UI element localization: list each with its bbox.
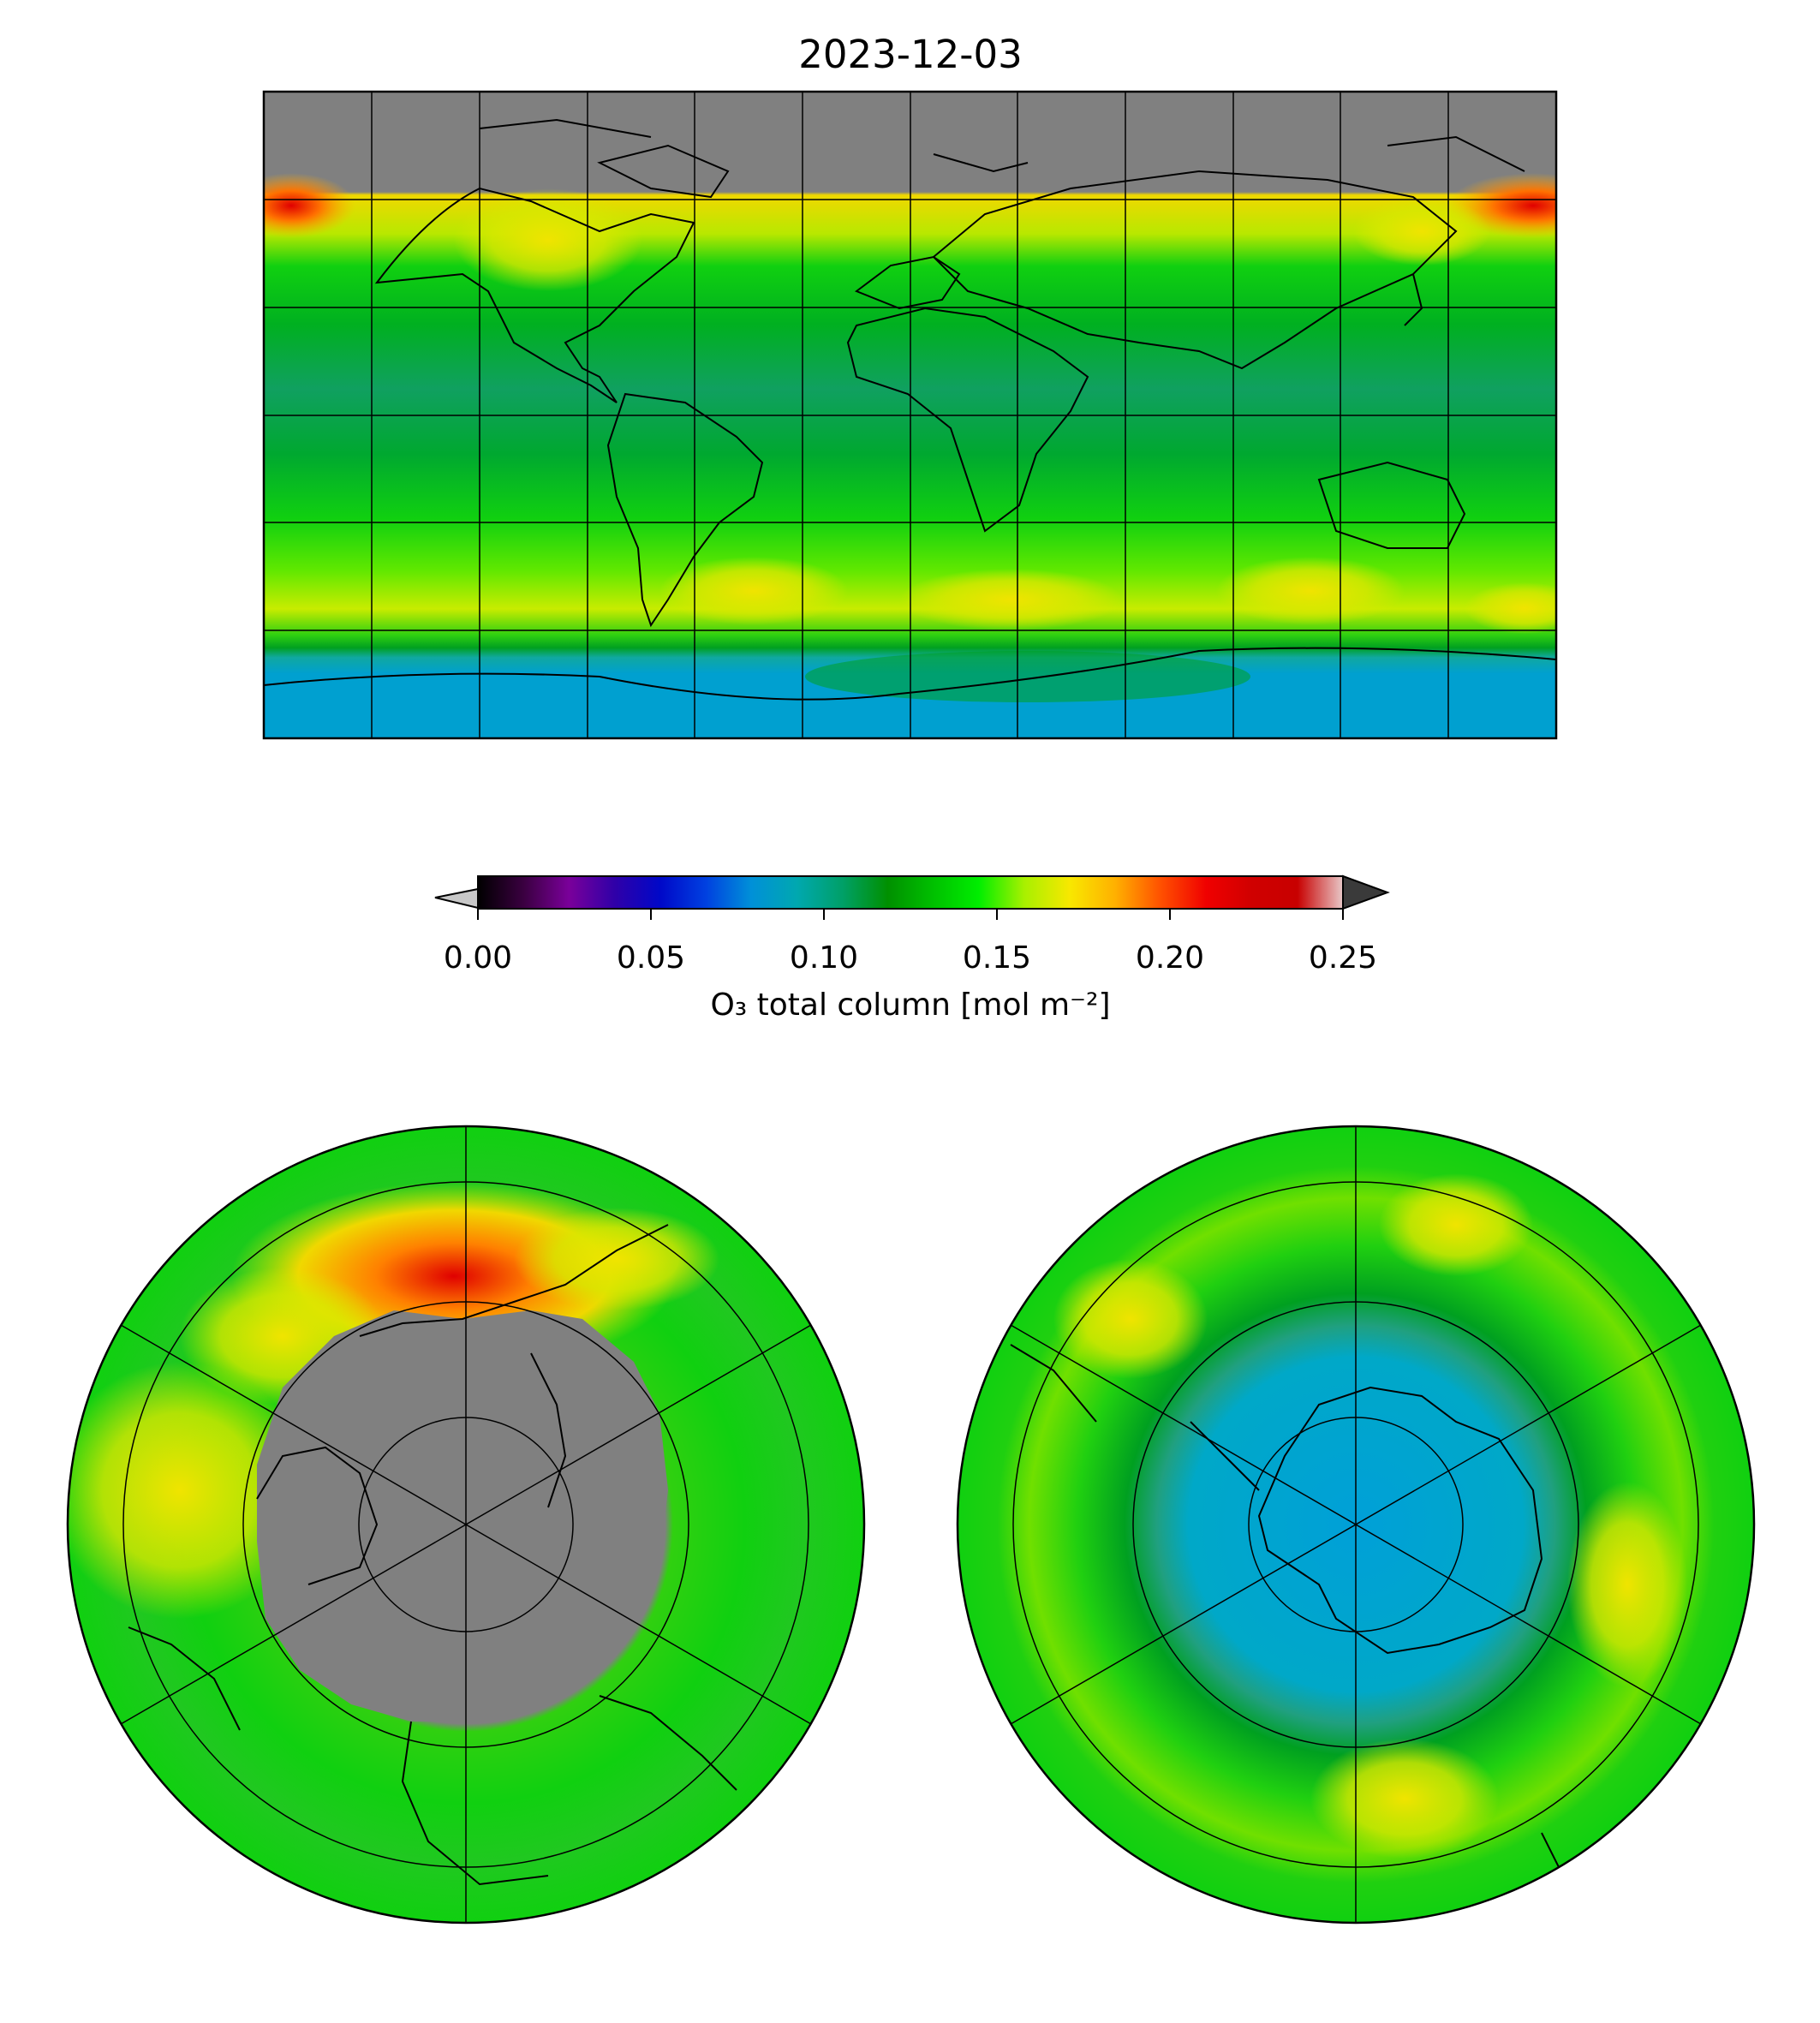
global-dark-green-band: [805, 651, 1250, 702]
global-coastlines: [264, 118, 1556, 701]
global-yellow-south-3: [1216, 557, 1405, 625]
colorbar-label: O₃ total column [mol m⁻²]: [710, 988, 1110, 1023]
colorbar-tick-label: 0.05: [617, 940, 685, 976]
global-map-frame: [262, 90, 1558, 740]
south-yellow-1: [1310, 1739, 1499, 1859]
north-pole-frame: [66, 1125, 866, 1925]
global-yellow-south-1: [659, 557, 848, 625]
global-yellow-north-1: [454, 188, 642, 291]
colorbar-tick-label: 0.20: [1136, 940, 1204, 976]
north-yellow-ne: [514, 1208, 719, 1310]
north-polar-night: [257, 1310, 668, 1722]
global-yellow-north-2: [1353, 197, 1490, 266]
south-yellow-2: [1567, 1482, 1687, 1687]
south-gridlines: [1010, 1126, 1702, 1923]
colorbar-under-arrow: [434, 887, 479, 910]
colorbar-tick-label: 0.25: [1309, 940, 1377, 976]
south-yellow-3: [1053, 1259, 1208, 1379]
colorbar-ticks: [477, 909, 1344, 920]
colorbar-tick-label: 0.00: [444, 940, 512, 976]
north-yellow-west: [68, 1362, 308, 1619]
global-gridlines: [264, 92, 1556, 738]
colorbar: 0.00 0.05 0.10 0.15 0.20 0.25 O₃ total c…: [434, 874, 1390, 1023]
north-pole-map: [66, 1125, 866, 1925]
south-pole-map: [956, 1125, 1756, 1925]
colorbar-tick-label: 0.10: [790, 940, 858, 976]
global-yellow-south-2: [899, 569, 1122, 630]
north-coastlines: [128, 1224, 737, 1886]
south-pole-frame: [956, 1125, 1756, 1925]
colorbar-gradient: [477, 875, 1344, 910]
global-map: [262, 90, 1558, 740]
south-yellow-4: [1379, 1173, 1533, 1276]
global-hotspot-west: [264, 173, 355, 238]
north-gridlines: [120, 1126, 812, 1923]
colorbar-over-arrow: [1342, 874, 1390, 910]
global-yellow-south-4: [1465, 582, 1556, 634]
figure-title: 2023-12-03: [798, 32, 1023, 77]
colorbar-tick-label: 0.15: [963, 940, 1031, 976]
